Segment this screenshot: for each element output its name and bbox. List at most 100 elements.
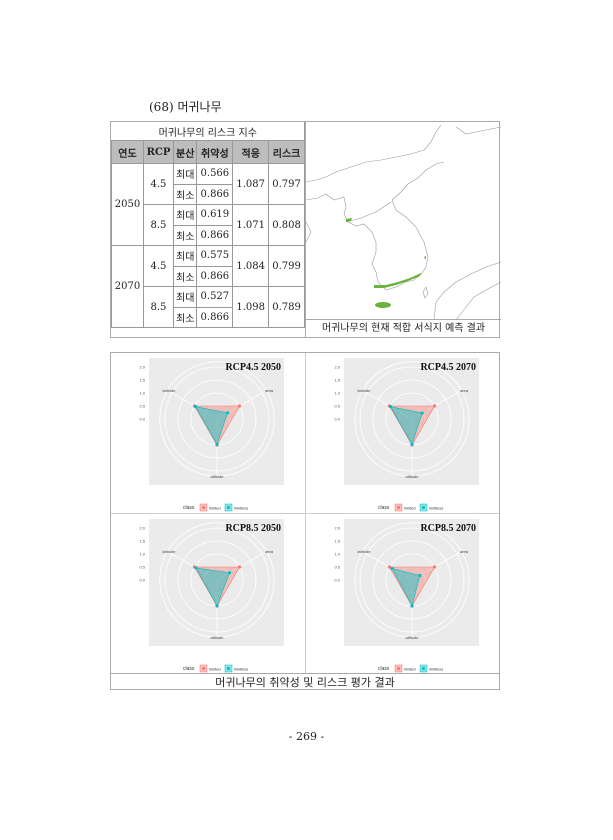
plot-panel: [344, 519, 479, 646]
radar-chart-rcp45-2070: 2.0 1.5 1.0 0.5 0.0 latitude area altitude RCP4.…: [306, 353, 500, 513]
radial-tick-label: 1.0: [334, 391, 340, 396]
series-area-limitless: [390, 406, 423, 445]
legend-title: class: [183, 505, 195, 511]
radial-tick-label: 0.5: [334, 404, 340, 409]
vulnerability-cell: 0.575: [196, 245, 234, 267]
data-point-limitless: [418, 573, 422, 578]
radar-chart-rcp85-2050: 2.0 1.5 1.0 0.5 0.0 latitude area altitude RCP8.…: [111, 514, 305, 674]
dispersal-cell: 최소: [172, 183, 198, 205]
dispersal-cell: 최대: [172, 204, 198, 226]
radial-tick-label: 0.0: [139, 578, 145, 583]
chart-title: RCP4.5 2050: [225, 362, 281, 373]
map-caption: 머귀나무의 현재 적합 서식지 예측 결과: [306, 319, 501, 337]
data-point-limitless: [410, 442, 414, 446]
axis-line: [167, 551, 218, 581]
risk-index-table: 머귀나무의 리스크 지수 연도 RCP 분산 취약성 적응 리스크 2050 4.5 최대 0.…: [111, 122, 305, 328]
dispersal-cell: 최소: [172, 306, 198, 328]
axis-label-altitude: altitude: [211, 474, 225, 479]
dispersal-cell: 최대: [172, 245, 198, 267]
species-heading: (68) 머귀나무: [149, 100, 222, 114]
data-point-limitless: [420, 411, 424, 415]
legend-title: class: [378, 505, 390, 511]
plot-panel: [344, 358, 479, 485]
radar-svg: 2.0 1.5 1.0 0.5 0.0 latitude area altitude RCP4.…: [139, 358, 284, 512]
map-border: [345, 201, 392, 223]
adaptation-cell: 1.098: [232, 286, 270, 328]
rcp-cell: 4.5: [142, 163, 174, 205]
map-coastline: [305, 161, 445, 291]
axis-line: [167, 390, 218, 420]
column-header: 리스크: [268, 140, 305, 164]
legend-label-limitless: limitless: [429, 667, 443, 672]
legend-marker-limited: [202, 506, 205, 509]
data-point-limitless: [390, 566, 394, 571]
year-cell: 2050: [111, 163, 144, 246]
radial-tick-label: 2.0: [334, 526, 340, 531]
adaptation-cell: 1.087: [232, 163, 270, 205]
risk-summary-box: 머귀나무의 리스크 지수 연도 RCP 분산 취약성 적응 리스크 2050 4.5 최대 0.…: [110, 121, 502, 338]
series-area-limitless: [391, 568, 421, 607]
plot-panel: [149, 358, 284, 485]
radial-tick-label: 0.0: [139, 417, 145, 422]
dispersal-cell: 최소: [172, 224, 198, 246]
risk-cell: 0.808: [268, 204, 305, 246]
radar-svg: 2.0 1.5 1.0 0.5 0.0 latitude area altitude RCP8.…: [139, 519, 284, 673]
adaptation-cell: 1.084: [232, 245, 270, 287]
habitat-east-coast: [424, 256, 426, 260]
table-row: 2050 4.5 최대 0.566 1.087 0.797: [111, 163, 305, 246]
radar-chart-rcp85-2070: 2.0 1.5 1.0 0.5 0.0 latitude area altitude RCP8.…: [306, 514, 500, 674]
radial-tick-label: 0.5: [334, 565, 340, 570]
radial-tick-label: 0.5: [139, 565, 145, 570]
risk-cell: 0.799: [268, 245, 305, 287]
legend-marker-limitless: [227, 506, 230, 509]
radial-tick-label: 0.5: [139, 404, 145, 409]
grid-circle: [159, 522, 275, 638]
dispersal-cell: 최대: [172, 286, 198, 308]
legend-marker-limitless: [422, 506, 425, 509]
header-row: 연도 RCP 분산 취약성 적응 리스크: [111, 140, 305, 164]
axis-label-latitude: latitude: [163, 549, 177, 554]
data-point-limited: [237, 565, 242, 569]
legend-label-limited: limited: [209, 667, 221, 672]
axis-line: [411, 390, 462, 420]
map-japan: [433, 261, 502, 321]
legend-marker-limitless: [227, 667, 230, 670]
data-point-limited: [387, 565, 392, 569]
series-area-limitless: [195, 567, 231, 607]
data-point-limitless: [410, 604, 414, 608]
grid-circle: [159, 361, 275, 477]
plot-panel: [149, 519, 284, 646]
rcp-cell: 4.5: [142, 245, 174, 287]
series-area-limitless: [195, 406, 228, 445]
vulnerability-cell: 0.566: [196, 163, 234, 185]
legend-label-limited: limited: [209, 506, 221, 511]
axis-label-latitude: latitude: [358, 388, 372, 393]
data-point-limited: [432, 565, 437, 569]
column-header: 연도: [111, 140, 144, 164]
map-japan: [455, 281, 502, 321]
column-header: RCP: [142, 140, 174, 164]
axis-line: [362, 390, 413, 420]
axis-label-latitude: latitude: [358, 549, 372, 554]
radial-tick-label: 2.0: [139, 526, 145, 531]
legend-title: class: [183, 666, 195, 672]
risk-cell: 0.797: [268, 163, 305, 205]
data-point-limitless: [194, 405, 198, 409]
legend-marker-limited: [202, 667, 205, 670]
vulnerability-cell: 0.527: [196, 286, 234, 308]
legend-label-limitless: limitless: [234, 506, 248, 511]
axis-label-altitude: altitude: [406, 474, 420, 479]
legend-marker-limited: [397, 667, 400, 670]
data-point-limited: [237, 404, 242, 408]
radial-tick-label: 1.5: [139, 378, 145, 383]
data-point-limitless: [215, 604, 219, 608]
grid-caption: 머귀나무의 취약성 및 리스크 평가 결과: [111, 673, 499, 691]
radar-chart-rcp45-2050: 2.0 1.5 1.0 0.5 0.0 latitude area altitude RCP4.…: [111, 353, 305, 513]
axis-label-altitude: altitude: [211, 635, 225, 640]
grid-circle: [354, 361, 470, 477]
data-point-limitless: [389, 405, 393, 409]
axis-line: [216, 390, 267, 420]
vulnerability-cell: 0.619: [196, 204, 234, 226]
rcp-cell: 8.5: [142, 204, 174, 246]
